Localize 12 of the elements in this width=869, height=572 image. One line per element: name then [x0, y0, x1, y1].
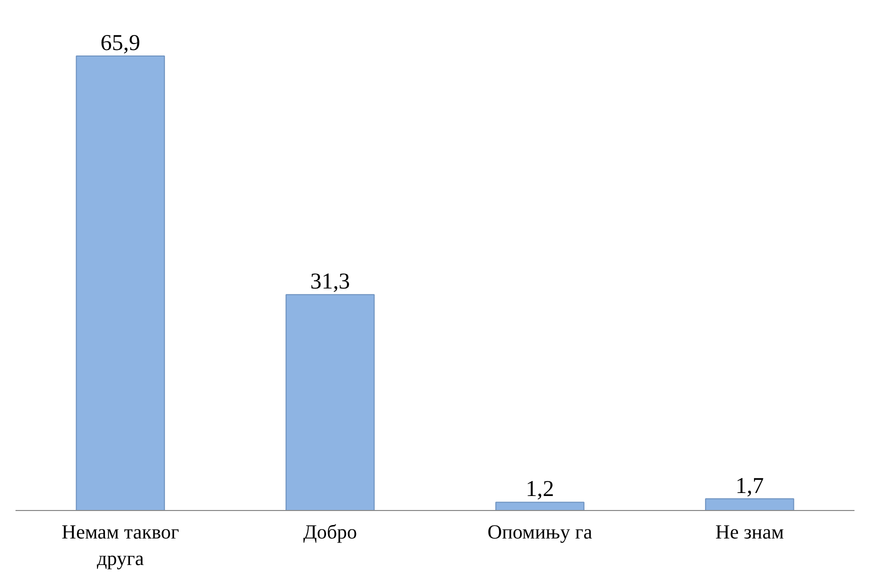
- data-label: 1,7: [735, 472, 764, 498]
- bar: [286, 294, 375, 510]
- bar: [76, 55, 165, 510]
- x-tick-label: Немам таквог друга: [62, 522, 180, 570]
- bar: [495, 502, 584, 510]
- data-label: 65,9: [100, 30, 140, 55]
- x-tick-label: Добро: [303, 522, 358, 544]
- data-label: 31,3: [310, 268, 350, 294]
- x-tick-label: Опомињу га: [488, 522, 592, 544]
- bar: [705, 498, 794, 510]
- x-tick-label: Не знам: [715, 522, 784, 544]
- data-label: 1,2: [526, 476, 554, 502]
